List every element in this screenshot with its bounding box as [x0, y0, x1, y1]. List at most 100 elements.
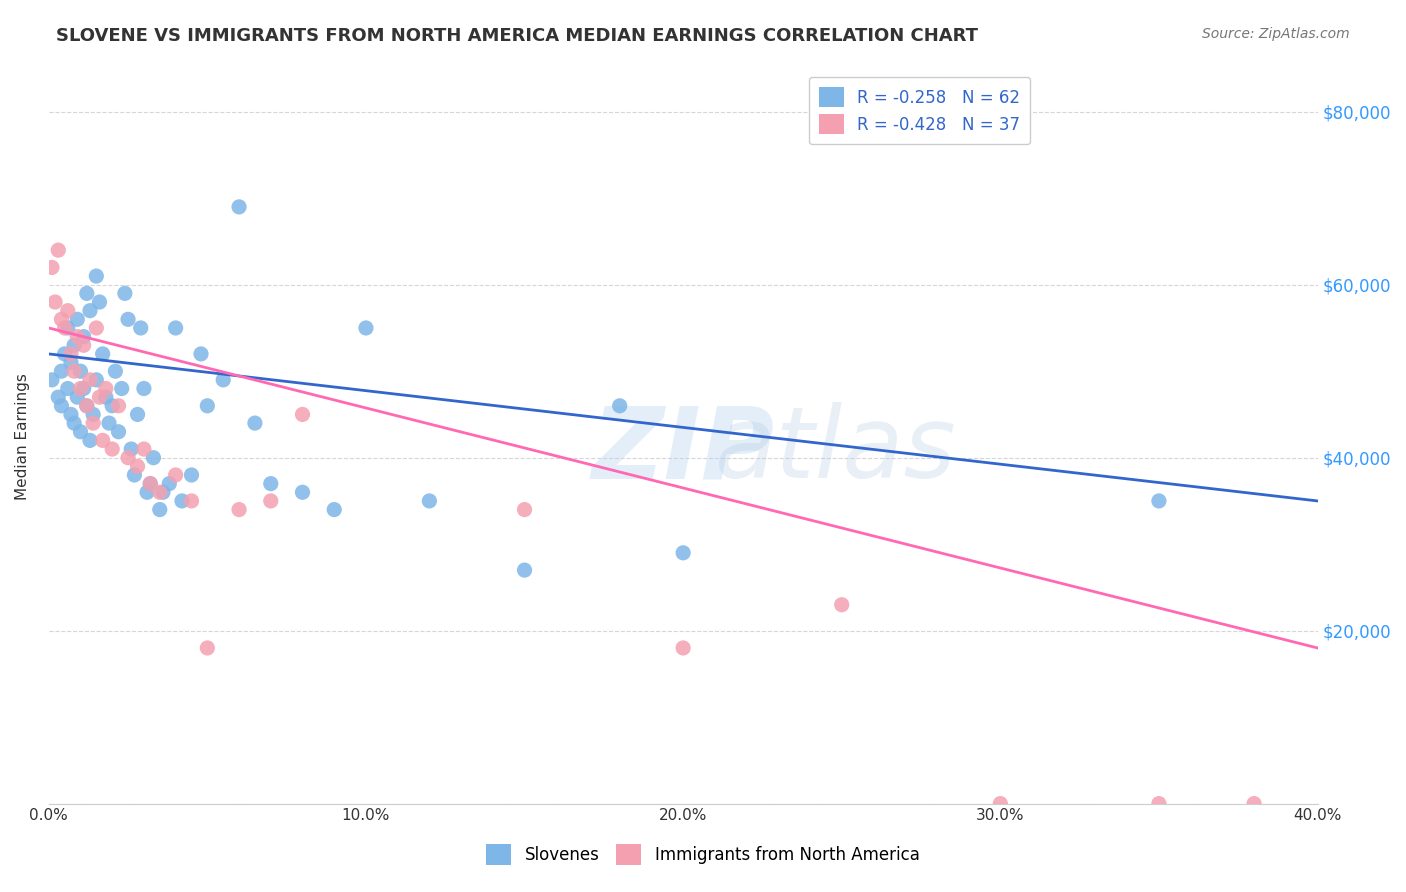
- Point: [831, 598, 853, 612]
- Point: [76, 399, 98, 413]
- Point: [46, 390, 69, 404]
- Point: [988, 797, 1011, 811]
- Point: [672, 546, 695, 560]
- Point: [51, 364, 73, 378]
- Point: [63, 338, 86, 352]
- Point: [513, 563, 536, 577]
- Point: [228, 502, 250, 516]
- Y-axis label: Median Earnings: Median Earnings: [15, 373, 30, 500]
- Point: [120, 442, 142, 456]
- Legend: R = -0.258   N = 62, R = -0.428   N = 37: R = -0.258 N = 62, R = -0.428 N = 37: [808, 77, 1031, 145]
- Point: [117, 450, 139, 465]
- Point: [59, 347, 82, 361]
- Point: [76, 399, 98, 413]
- Point: [101, 442, 124, 456]
- Point: [260, 476, 283, 491]
- Point: [291, 408, 314, 422]
- Point: [72, 382, 94, 396]
- Point: [127, 408, 149, 422]
- Point: [53, 321, 76, 335]
- Point: [59, 408, 82, 422]
- Point: [89, 295, 111, 310]
- Point: [260, 494, 283, 508]
- Point: [59, 355, 82, 369]
- Point: [51, 399, 73, 413]
- Point: [513, 502, 536, 516]
- Point: [41, 373, 63, 387]
- Point: [1147, 494, 1170, 508]
- Point: [86, 373, 108, 387]
- Point: [101, 399, 124, 413]
- Text: ZIP: ZIP: [592, 402, 775, 500]
- Point: [69, 364, 91, 378]
- Point: [165, 467, 187, 482]
- Point: [44, 295, 66, 310]
- Point: [129, 321, 152, 335]
- Point: [609, 399, 631, 413]
- Text: Source: ZipAtlas.com: Source: ZipAtlas.com: [1202, 27, 1350, 41]
- Point: [157, 476, 180, 491]
- Point: [1147, 797, 1170, 811]
- Point: [82, 416, 104, 430]
- Point: [111, 382, 134, 396]
- Point: [117, 312, 139, 326]
- Point: [56, 382, 79, 396]
- Point: [66, 329, 89, 343]
- Point: [323, 502, 346, 516]
- Point: [72, 329, 94, 343]
- Point: [170, 494, 193, 508]
- Point: [91, 434, 114, 448]
- Point: [354, 321, 377, 335]
- Point: [86, 321, 108, 335]
- Point: [165, 321, 187, 335]
- Point: [56, 303, 79, 318]
- Point: [98, 416, 121, 430]
- Point: [79, 373, 101, 387]
- Point: [180, 494, 202, 508]
- Point: [142, 450, 165, 465]
- Point: [672, 640, 695, 655]
- Point: [94, 390, 117, 404]
- Point: [41, 260, 63, 275]
- Point: [66, 390, 89, 404]
- Point: [72, 338, 94, 352]
- Point: [82, 408, 104, 422]
- Point: [104, 364, 127, 378]
- Point: [66, 312, 89, 326]
- Point: [53, 347, 76, 361]
- Text: SLOVENE VS IMMIGRANTS FROM NORTH AMERICA MEDIAN EARNINGS CORRELATION CHART: SLOVENE VS IMMIGRANTS FROM NORTH AMERICA…: [56, 27, 979, 45]
- Point: [418, 494, 440, 508]
- Point: [76, 286, 98, 301]
- Point: [180, 467, 202, 482]
- Point: [127, 459, 149, 474]
- Point: [69, 425, 91, 439]
- Point: [86, 269, 108, 284]
- Point: [152, 485, 174, 500]
- Point: [124, 467, 146, 482]
- Point: [51, 312, 73, 326]
- Point: [89, 390, 111, 404]
- Point: [63, 364, 86, 378]
- Point: [291, 485, 314, 500]
- Point: [69, 382, 91, 396]
- Point: [56, 321, 79, 335]
- Point: [228, 200, 250, 214]
- Point: [212, 373, 235, 387]
- Point: [132, 442, 155, 456]
- Point: [46, 243, 69, 257]
- Point: [1243, 797, 1265, 811]
- Point: [114, 286, 136, 301]
- Text: atlas: atlas: [714, 402, 956, 500]
- Point: [63, 416, 86, 430]
- Point: [195, 640, 218, 655]
- Point: [91, 347, 114, 361]
- Point: [107, 425, 129, 439]
- Point: [243, 416, 266, 430]
- Point: [79, 303, 101, 318]
- Point: [107, 399, 129, 413]
- Point: [139, 476, 162, 491]
- Point: [149, 485, 172, 500]
- Point: [195, 399, 218, 413]
- Point: [132, 382, 155, 396]
- Point: [149, 502, 172, 516]
